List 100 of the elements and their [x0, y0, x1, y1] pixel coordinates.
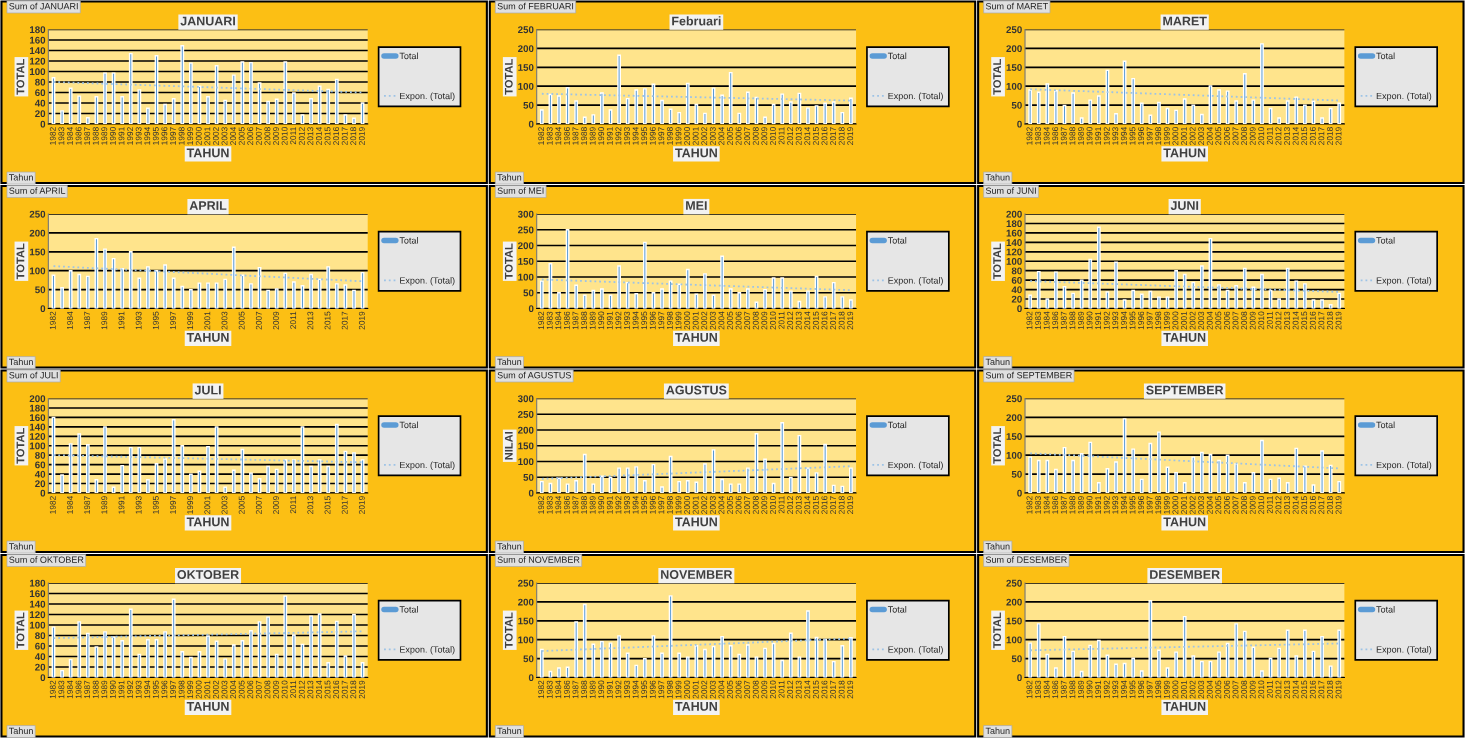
x-tick-label: 2009	[761, 311, 768, 330]
x-tick-label: 2001	[204, 680, 211, 699]
bar	[334, 620, 339, 678]
y-tick-label: 100	[29, 621, 46, 629]
bar	[797, 434, 802, 493]
x-tick-label: 1987	[84, 496, 91, 514]
x-tick-label: 2012	[1275, 311, 1282, 330]
x-tick-label: 2007	[1232, 127, 1239, 145]
y-tick-label: 200	[29, 395, 46, 403]
bar	[231, 644, 236, 678]
text: Sum of OKTOBER	[9, 556, 84, 563]
bar	[180, 651, 185, 678]
x-tick-label: 2000	[684, 127, 691, 145]
bar	[120, 640, 125, 678]
x-tick-label: 1989	[589, 496, 596, 514]
x-tick-label: 2009	[1249, 680, 1256, 699]
x-tick-label: 1999	[187, 496, 194, 514]
bar	[60, 669, 64, 678]
x-tick-label: 2007	[1232, 680, 1239, 699]
y-tick-label: 50	[1011, 101, 1022, 109]
x-tick-label: 1989	[101, 496, 108, 514]
bar	[703, 648, 707, 678]
x-tick-label: 2005	[238, 127, 245, 145]
x-tick-label: 2013	[307, 127, 314, 145]
x-tick-label: 1997	[1146, 496, 1153, 514]
x-tick-label: 2002	[1189, 311, 1196, 330]
bar	[1277, 647, 1282, 678]
x-tick-label: 2015	[324, 496, 331, 514]
bar	[223, 658, 228, 678]
bar	[266, 100, 271, 124]
bar	[763, 647, 767, 678]
bar	[146, 107, 150, 124]
x-tick-label: 1998	[1155, 311, 1162, 330]
x-tick-label: 2011	[778, 496, 785, 514]
x-tick-label: 2007	[744, 311, 751, 330]
bar	[1071, 459, 1075, 493]
x-tick-label: 1983	[58, 680, 65, 699]
bar	[840, 485, 845, 493]
bar	[1054, 271, 1058, 309]
bar	[788, 632, 793, 678]
x-tick-label: 1996	[161, 680, 168, 699]
x-tick-label: 1986	[1052, 311, 1059, 330]
bar	[625, 97, 630, 124]
x-tick-label: 2007	[1232, 311, 1239, 330]
y-tick-label: 100	[29, 68, 46, 76]
bar	[1225, 90, 1230, 124]
bar	[1139, 102, 1144, 124]
x-tick-label: 2010	[769, 496, 776, 514]
y-tick-label: 0	[528, 305, 534, 313]
bar	[68, 87, 73, 124]
x-tick-label: 1982	[538, 127, 545, 145]
x-tick-label: 2013	[1284, 496, 1290, 514]
bar	[1157, 296, 1161, 309]
y-tick-label: 200	[518, 598, 534, 606]
bar	[694, 293, 699, 309]
x-tick-label: 2015	[812, 127, 819, 145]
x-tick-label: 2005	[238, 496, 245, 514]
bar	[806, 467, 810, 493]
bar	[1045, 298, 1050, 309]
bar	[77, 95, 82, 124]
bar	[728, 288, 733, 309]
y-tick-label: 0	[1017, 674, 1022, 682]
x-tick-label: 1990	[109, 127, 116, 145]
x-tick-label: 2009	[273, 311, 279, 330]
x-tick-label: 2008	[1241, 680, 1248, 699]
x-tick-label: 1994	[1120, 496, 1127, 514]
bar	[1260, 670, 1264, 678]
bar	[617, 635, 621, 678]
x-tick-label: 2017	[830, 680, 836, 699]
bar	[171, 419, 176, 493]
bar	[343, 655, 348, 678]
bar	[703, 273, 707, 309]
x-tick-label: 1999	[1163, 127, 1170, 145]
bar	[1157, 101, 1161, 124]
bar	[309, 273, 313, 309]
chart-title: MEI	[686, 201, 707, 210]
x-tick-label: 2010	[769, 311, 776, 330]
x-tick-label: 1986	[1052, 680, 1059, 699]
bar	[737, 112, 742, 124]
y-tick-label: 20	[35, 663, 46, 671]
x-tick-label: 1991	[118, 496, 125, 514]
bar	[128, 608, 133, 678]
text: Tahun	[8, 727, 33, 734]
x-tick-label: 2006	[1223, 127, 1230, 145]
x-tick-label: 2005	[727, 680, 733, 699]
x-tick-label: 2011	[290, 680, 297, 698]
x-tick-label: 1987	[84, 311, 91, 330]
bar	[352, 289, 356, 309]
bar	[317, 613, 322, 678]
y-tick-label: 300	[517, 210, 534, 218]
y-axis-title: TOTAL	[504, 243, 513, 280]
bar	[737, 292, 742, 309]
bar	[1217, 284, 1221, 309]
y-tick-label: 0	[1017, 305, 1022, 313]
x-tick-label: 1998	[666, 496, 673, 514]
bar	[240, 274, 245, 309]
y-tick-label: 300	[517, 395, 534, 403]
x-tick-label: 2018	[838, 680, 845, 699]
x-tick-label: 2009	[761, 680, 768, 699]
x-tick-label: 1998	[666, 680, 673, 699]
